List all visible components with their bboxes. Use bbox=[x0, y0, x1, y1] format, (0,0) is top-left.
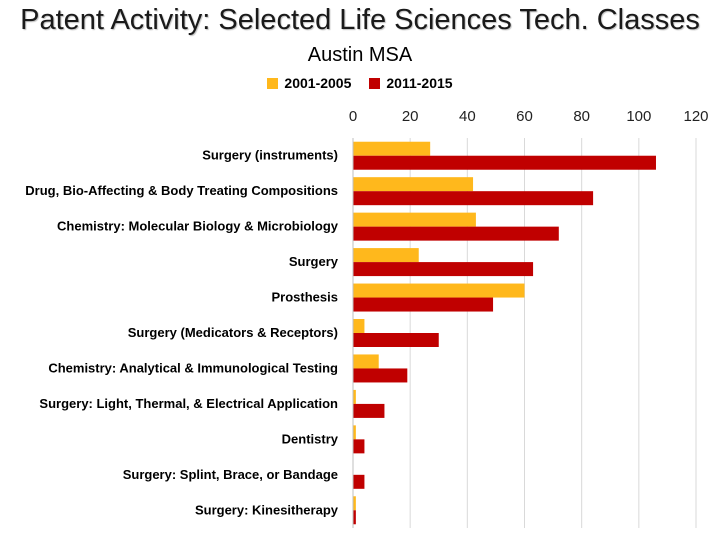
bar-series-2 bbox=[353, 403, 385, 418]
legend: 2001-2005 2011-2015 bbox=[0, 75, 720, 91]
x-tick-label: 80 bbox=[573, 108, 590, 125]
x-tick-label: 100 bbox=[626, 108, 651, 125]
bar-series-2 bbox=[353, 474, 365, 489]
bar-series-2 bbox=[353, 191, 594, 206]
category-label: Surgery (instruments) bbox=[202, 148, 338, 163]
legend-item-series-1: 2001-2005 bbox=[267, 75, 351, 91]
category-label: Surgery: Kinesitherapy bbox=[195, 502, 339, 517]
legend-label-series-1: 2001-2005 bbox=[284, 75, 352, 91]
bar-series-1 bbox=[353, 354, 379, 369]
bar-series-2 bbox=[353, 333, 439, 347]
bar-series-2 bbox=[353, 368, 408, 383]
bar-series-2 bbox=[353, 439, 365, 454]
category-label: Dentistry bbox=[282, 431, 339, 446]
category-label: Chemistry: Analytical & Immunological Te… bbox=[48, 360, 338, 375]
category-label: Surgery bbox=[289, 254, 339, 269]
bar-series-2 bbox=[353, 510, 356, 525]
category-label: Surgery: Splint, Brace, or Bandage bbox=[123, 467, 338, 482]
bar-series-1 bbox=[353, 212, 476, 227]
category-label: Drug, Bio-Affecting & Body Treating Comp… bbox=[25, 183, 338, 198]
bar-series-1 bbox=[353, 389, 356, 404]
category-label: Chemistry: Molecular Biology & Microbiol… bbox=[57, 219, 339, 234]
x-tick-label: 20 bbox=[402, 108, 419, 125]
bar-series-2 bbox=[353, 155, 656, 170]
bar-series-2 bbox=[353, 297, 494, 312]
legend-swatch-series-1 bbox=[267, 77, 279, 89]
bar-series-2 bbox=[353, 226, 559, 241]
legend-item-series-2: 2011-2015 bbox=[369, 75, 453, 91]
x-tick-label: 60 bbox=[516, 108, 533, 125]
x-tick-label: 40 bbox=[459, 108, 476, 125]
legend-swatch-series-2 bbox=[369, 77, 381, 89]
bar-series-1 bbox=[353, 319, 365, 333]
bar-series-1 bbox=[353, 248, 419, 263]
category-label: Prosthesis bbox=[272, 290, 338, 305]
category-label: Surgery: Light, Thermal, & Electrical Ap… bbox=[39, 396, 338, 411]
bar-series-1 bbox=[353, 425, 356, 440]
bar-series-1 bbox=[353, 496, 356, 511]
category-label: Surgery (Medicators & Receptors) bbox=[128, 325, 338, 340]
bar-series-2 bbox=[353, 262, 534, 277]
chart-title: Patent Activity: Selected Life Sciences … bbox=[20, 4, 700, 36]
x-tick-label: 0 bbox=[349, 108, 357, 125]
bar-series-1 bbox=[353, 177, 474, 192]
chart-subtitle: Austin MSA bbox=[307, 44, 413, 66]
bar-series-1 bbox=[353, 283, 525, 298]
legend-label-series-2: 2011-2015 bbox=[386, 75, 453, 91]
x-tick-label: 120 bbox=[683, 108, 708, 125]
bar-series-1 bbox=[353, 141, 431, 156]
